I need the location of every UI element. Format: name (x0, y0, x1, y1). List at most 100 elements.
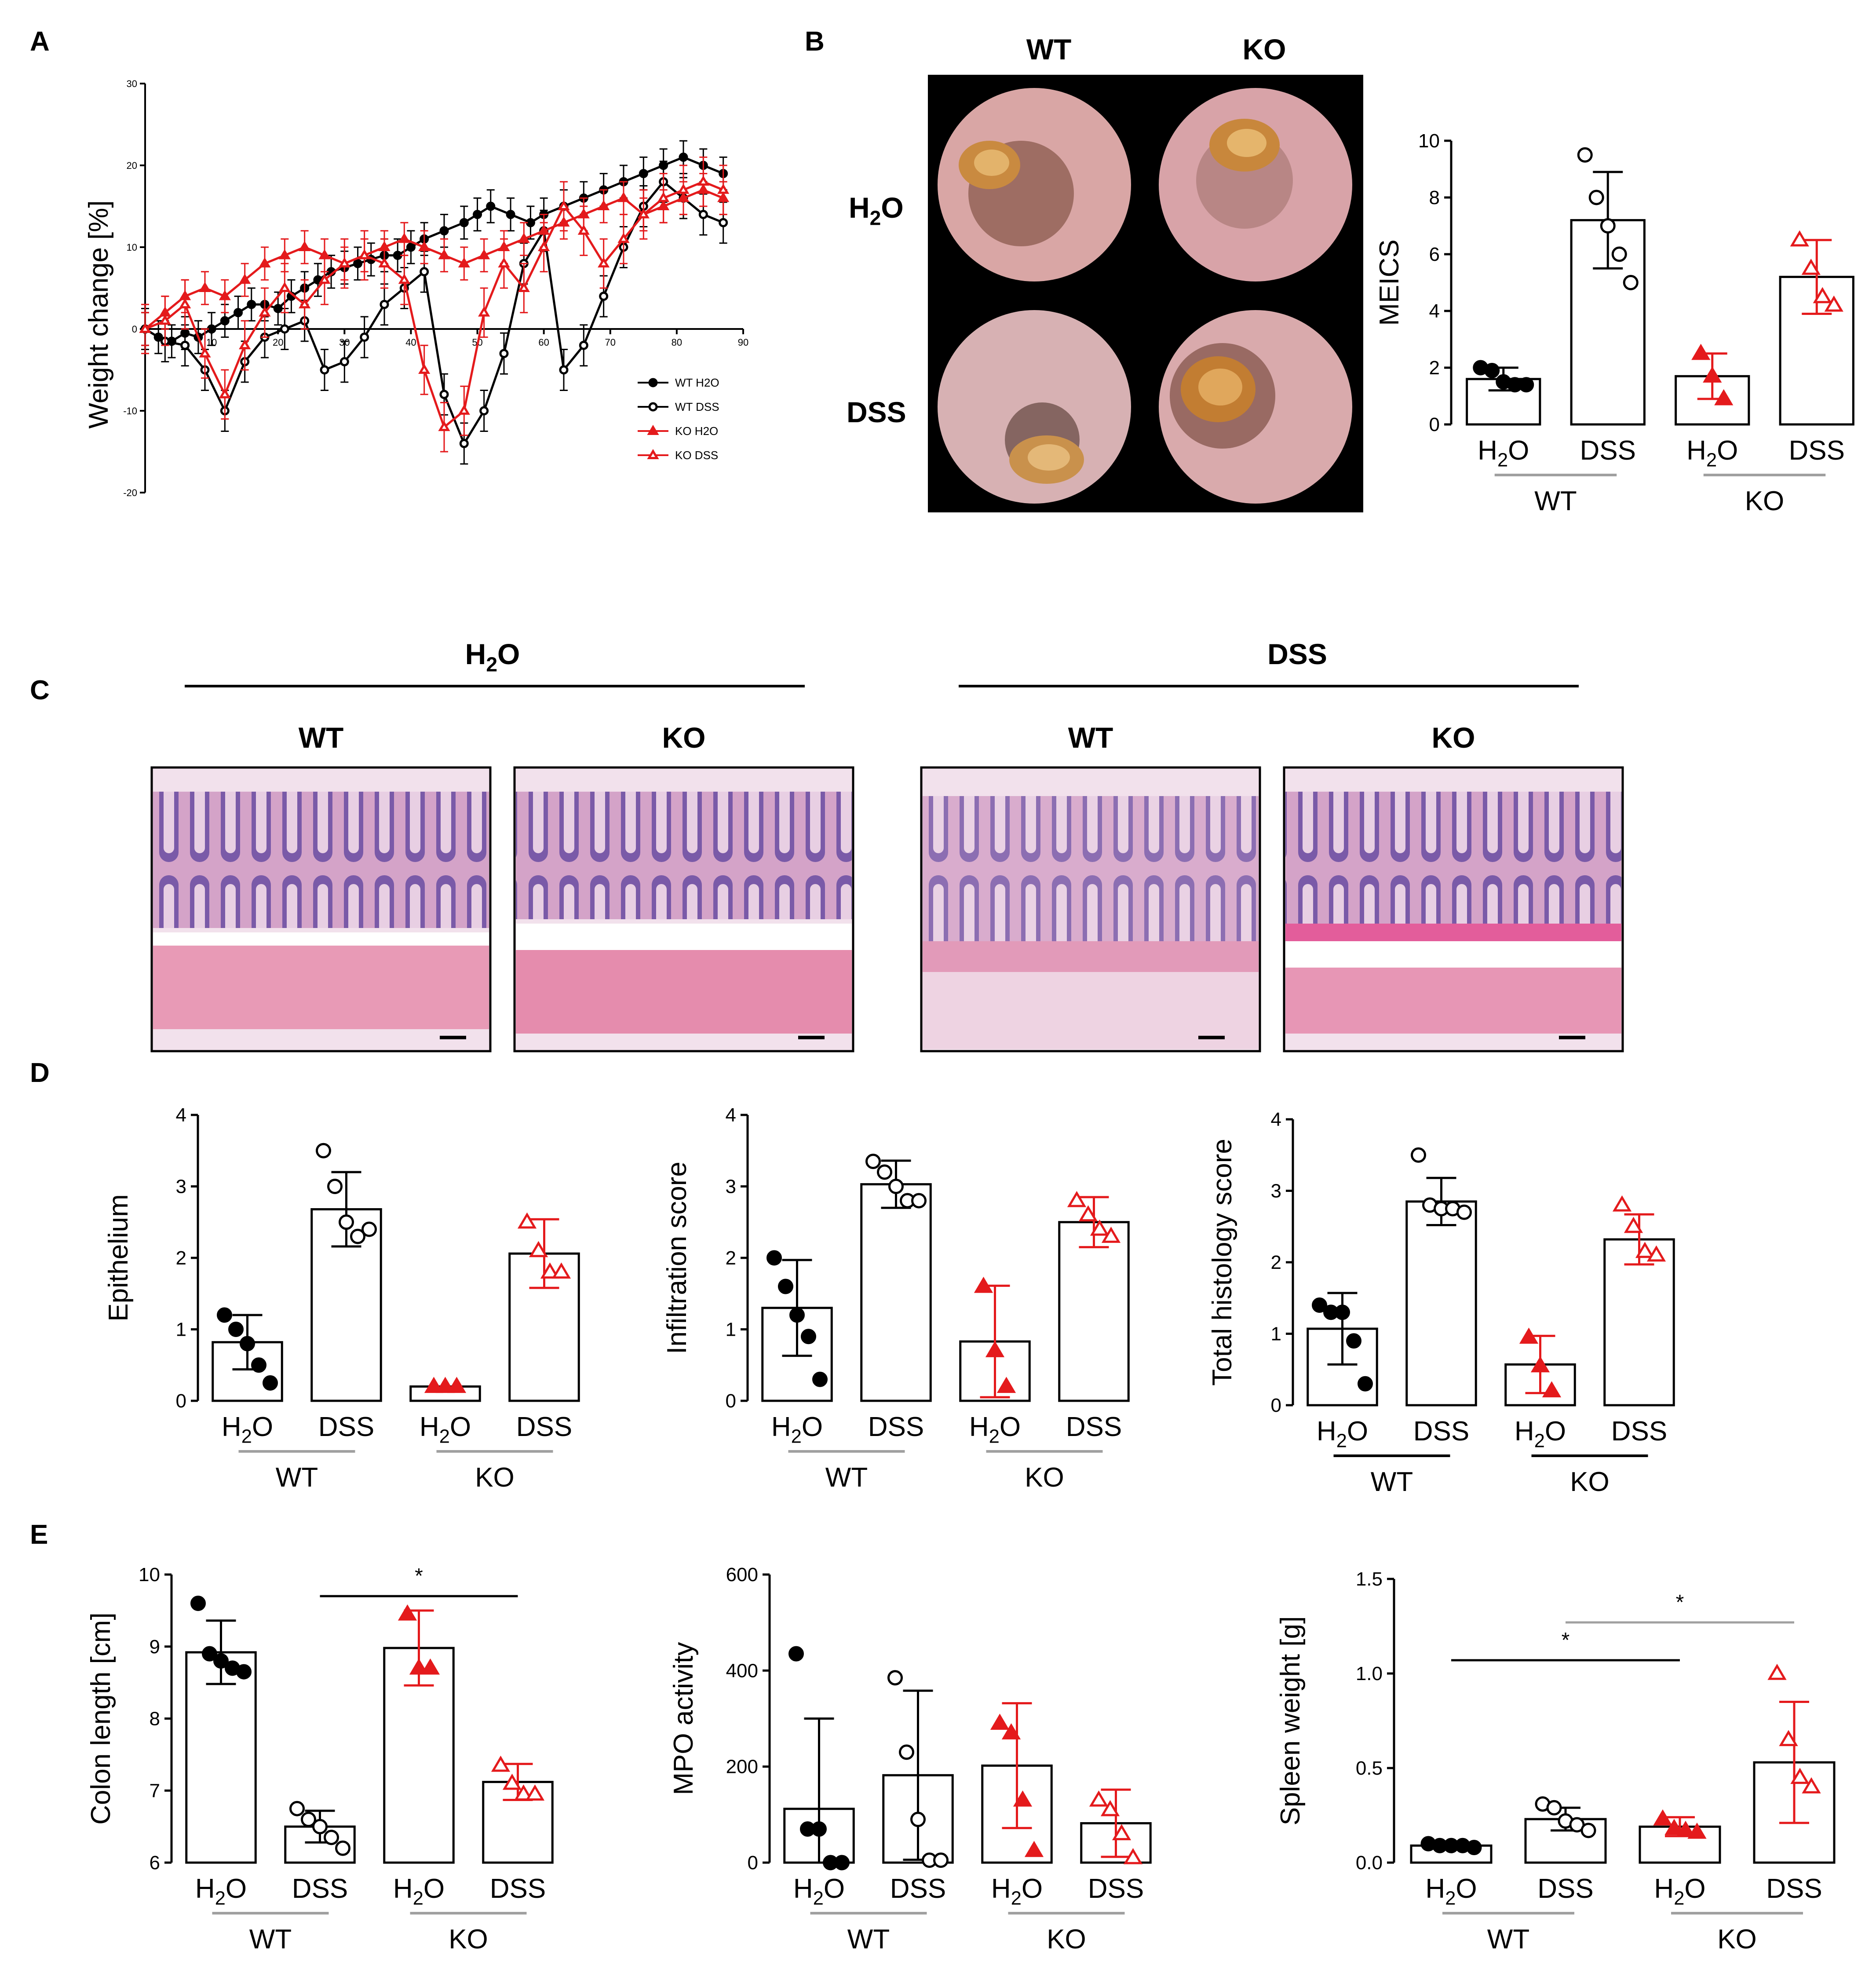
bar (1058, 1221, 1130, 1402)
data-point (439, 390, 449, 399)
data-point (1024, 1841, 1044, 1857)
data-point (1519, 1327, 1539, 1344)
data-point (1358, 1376, 1373, 1392)
data-point (1612, 1195, 1632, 1212)
data-point (398, 1604, 417, 1621)
x-tick-label: DSS (292, 1874, 348, 1904)
data-point (219, 388, 231, 398)
group-label: KO (449, 1924, 488, 1955)
data-point (1101, 1227, 1121, 1243)
y-tick-label: 4 (726, 1104, 736, 1126)
data-point (179, 298, 191, 309)
data-point (1546, 1800, 1562, 1816)
data-point (1067, 1191, 1087, 1207)
data-point (438, 249, 450, 259)
y-tick-label: 8 (1429, 187, 1440, 208)
data-point (717, 183, 730, 194)
y-axis-label: MPO activity (668, 1642, 699, 1795)
y-tick-label: 30 (127, 78, 137, 89)
data-point (180, 340, 190, 350)
data-point (360, 332, 369, 342)
data-point (207, 324, 216, 334)
data-point (617, 192, 630, 202)
data-point (1456, 1204, 1472, 1220)
data-point (1664, 1819, 1684, 1835)
endoscopy-panel: WT KO H2O DSS (847, 33, 1363, 512)
data-point (1411, 1147, 1426, 1163)
data-point (834, 1855, 850, 1871)
data-point (289, 1801, 305, 1816)
data-point (514, 1784, 533, 1801)
data-point (1518, 377, 1534, 393)
data-point (1653, 1809, 1672, 1826)
endoscopy-image-wt-h2o (938, 88, 1131, 281)
data-point (339, 357, 349, 366)
data-point (398, 274, 410, 284)
data-point (1714, 389, 1734, 406)
data-point (447, 1377, 467, 1393)
data-point (199, 347, 211, 358)
data-point (478, 249, 490, 259)
data-point (459, 438, 469, 448)
y-tick-label: 4 (176, 1104, 186, 1126)
data-point (486, 201, 496, 211)
legend-label: KO DSS (675, 449, 718, 462)
data-point (1335, 1304, 1350, 1320)
data-point (974, 1276, 993, 1293)
x-tick-label: DSS (1766, 1874, 1822, 1904)
data-point (789, 1307, 805, 1323)
data-point (698, 210, 708, 219)
group-label: WT (1534, 486, 1577, 516)
data-point (1676, 1820, 1695, 1837)
data-point (420, 267, 429, 277)
y-tick-label: 2 (176, 1247, 186, 1269)
data-point (1112, 1824, 1131, 1841)
data-point (933, 1852, 949, 1868)
x-tick-label: H2O (1317, 1416, 1368, 1452)
y-tick-label: 0 (176, 1390, 186, 1412)
data-point (1466, 1840, 1482, 1856)
data-point (1813, 287, 1832, 303)
data-point (677, 183, 690, 194)
data-point (350, 1228, 365, 1244)
panel-label-e: E (30, 1520, 48, 1550)
data-point (280, 324, 289, 334)
data-point (1687, 1823, 1707, 1839)
bar (860, 1183, 932, 1402)
y-tick-label: 0.0 (1356, 1852, 1383, 1874)
data-point (1646, 1245, 1666, 1262)
panel-label-d: D (30, 1058, 50, 1088)
x-tick-label: DSS (516, 1412, 572, 1442)
group-label: KO (1025, 1462, 1064, 1493)
y-axis-label: MEICS (1374, 239, 1405, 325)
y-axis-label: Total histology score (1207, 1139, 1237, 1386)
y-axis-label: Colon length [cm] (86, 1612, 116, 1824)
endoscopy-image-ko-dss (1159, 310, 1352, 504)
data-point (1001, 1723, 1021, 1739)
x-tick-label: 20 (273, 337, 283, 348)
x-tick-label: H2O (1515, 1416, 1566, 1452)
group-label: WT (249, 1924, 292, 1955)
data-point (220, 316, 230, 325)
group-label: WT (276, 1462, 318, 1493)
x-tick-label: DSS (318, 1412, 374, 1442)
data-point (217, 1307, 232, 1323)
data-point (139, 322, 151, 333)
x-tick-label: H2O (222, 1412, 273, 1447)
data-point (418, 241, 431, 251)
data-point (458, 404, 470, 415)
data-point (577, 224, 590, 235)
histology-label-dss-ko: KO (1432, 721, 1475, 754)
y-tick-label: 1 (1271, 1323, 1281, 1345)
data-point (1691, 343, 1711, 360)
data-point (996, 1377, 1016, 1393)
data-point (887, 1670, 903, 1686)
data-point (985, 1341, 1005, 1357)
data-point (439, 226, 449, 236)
legend-marker (647, 424, 659, 435)
y-tick-label: -10 (123, 406, 137, 417)
group-label: KO (1745, 486, 1785, 516)
